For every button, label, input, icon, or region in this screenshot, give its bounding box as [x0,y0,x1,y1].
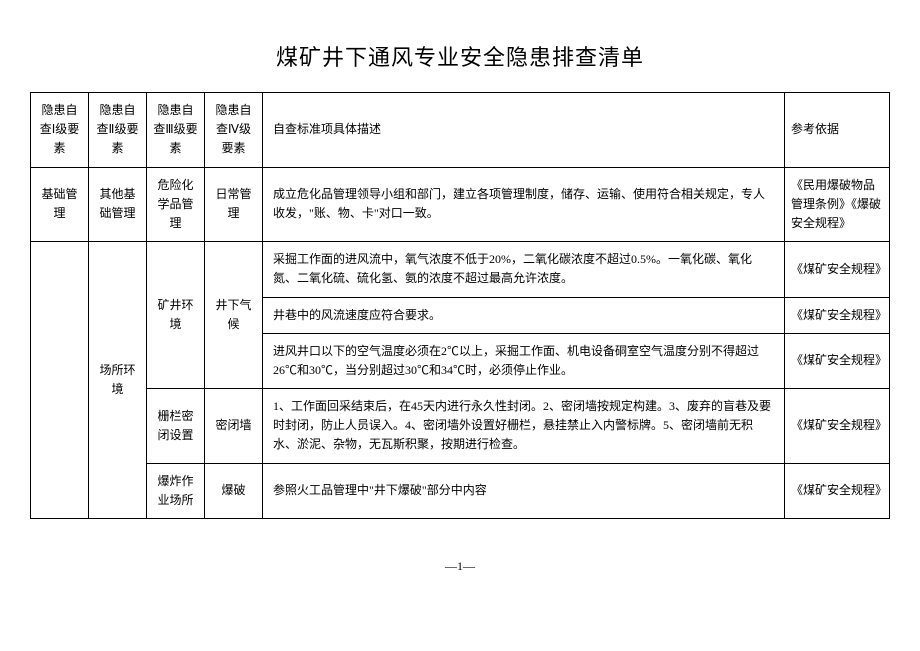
cell-description: 1、工作面回采结束后，在45天内进行永久性封闭。2、密闭墙按规定构建。3、废弃的… [263,389,785,464]
cell-level3: 矿井环境 [147,242,205,389]
header-reference: 参考依据 [785,93,890,168]
cell-level2: 其他基础管理 [89,167,147,242]
cell-level1: 基础管理 [31,167,89,242]
header-level2: 隐患自查Ⅱ级要素 [89,93,147,168]
cell-description: 参照火工品管理中"井下爆破"部分中内容 [263,463,785,518]
table-row: 基础管理 其他基础管理 危险化学品管理 日常管理 成立危化品管理领导小组和部门，… [31,167,890,242]
header-level4: 隐患自查Ⅳ级要素 [205,93,263,168]
cell-reference: 《煤矿安全规程》 [785,463,890,518]
cell-reference: 《煤矿安全规程》 [785,242,890,297]
cell-level3: 爆炸作业场所 [147,463,205,518]
cell-level4: 日常管理 [205,167,263,242]
table-header-row: 隐患自查Ⅰ级要素 隐患自查Ⅱ级要素 隐患自查Ⅲ级要素 隐患自查Ⅳ级要素 自查标准… [31,93,890,168]
table-row: 爆炸作业场所 爆破 参照火工品管理中"井下爆破"部分中内容 《煤矿安全规程》 [31,463,890,518]
cell-level4: 爆破 [205,463,263,518]
cell-level4: 密闭墙 [205,389,263,464]
header-description: 自查标准项具体描述 [263,93,785,168]
page-number: —1— [30,559,890,574]
table-row: 栅栏密闭设置 密闭墙 1、工作面回采结束后，在45天内进行永久性封闭。2、密闭墙… [31,389,890,464]
header-level1: 隐患自查Ⅰ级要素 [31,93,89,168]
header-level3: 隐患自查Ⅲ级要素 [147,93,205,168]
cell-level2: 场所环境 [89,242,147,519]
cell-reference: 《煤矿安全规程》 [785,389,890,464]
cell-description: 井巷中的风流速度应符合要求。 [263,297,785,333]
page-title: 煤矿井下通风专业安全隐患排查清单 [30,40,890,72]
cell-level3: 栅栏密闭设置 [147,389,205,464]
cell-level4: 井下气候 [205,242,263,389]
cell-description: 采掘工作面的进风流中，氧气浓度不低于20%，二氧化碳浓度不超过0.5%。一氧化碳… [263,242,785,297]
cell-description: 成立危化品管理领导小组和部门，建立各项管理制度，储存、运输、使用符合相关规定，专… [263,167,785,242]
checklist-table: 隐患自查Ⅰ级要素 隐患自查Ⅱ级要素 隐患自查Ⅲ级要素 隐患自查Ⅳ级要素 自查标准… [30,92,890,519]
cell-description: 进风井口以下的空气温度必须在2℃以上，采掘工作面、机电设备硐室空气温度分别不得超… [263,333,785,388]
cell-level1 [31,242,89,519]
table-row: 场所环境 矿井环境 井下气候 采掘工作面的进风流中，氧气浓度不低于20%，二氧化… [31,242,890,297]
cell-reference: 《煤矿安全规程》 [785,297,890,333]
cell-reference: 《煤矿安全规程》 [785,333,890,388]
cell-level3: 危险化学品管理 [147,167,205,242]
cell-reference: 《民用爆破物品管理条例》《爆破安全规程》 [785,167,890,242]
